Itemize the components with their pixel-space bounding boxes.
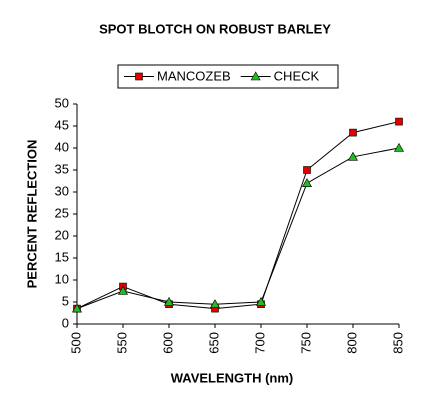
data-point <box>347 151 359 161</box>
y-tick-label: 20 <box>55 227 69 242</box>
x-tick-label: 850 <box>390 332 405 354</box>
y-tick-label: 45 <box>55 117 69 132</box>
series-line <box>76 147 400 310</box>
data-point <box>349 128 357 137</box>
y-tick-label: 50 <box>55 95 69 110</box>
data-point <box>393 142 405 152</box>
legend-label: MANCOZEB <box>157 68 231 83</box>
data-point <box>255 296 267 306</box>
data-point <box>303 166 311 174</box>
y-tick-label: 5 <box>62 293 69 308</box>
legend-marker <box>135 72 143 81</box>
data-point <box>209 299 221 309</box>
legend-marker <box>250 71 261 81</box>
data-point <box>71 303 83 313</box>
y-tick-label: 35 <box>55 161 69 176</box>
x-tick-label: 650 <box>206 332 221 354</box>
series-line <box>76 121 400 310</box>
y-tick-label: 15 <box>55 249 69 264</box>
y-tick-label: 40 <box>55 139 69 154</box>
legend-label: CHECK <box>274 68 320 83</box>
x-tick-label: 750 <box>298 332 313 354</box>
chart-title: SPOT BLOTCH ON ROBUST BARLEY <box>99 21 331 36</box>
y-tick-label: 0 <box>62 315 69 330</box>
x-tick-label: 500 <box>68 332 83 354</box>
y-axis-title: PERCENT REFLECTION <box>24 140 39 289</box>
data-point <box>395 117 403 126</box>
x-tick-label: 800 <box>344 332 359 354</box>
legend-box <box>117 64 339 89</box>
data-point <box>117 285 129 295</box>
x-tick-label: 700 <box>252 332 267 354</box>
y-tick-label: 30 <box>55 183 69 198</box>
data-point <box>163 296 175 306</box>
data-point <box>301 178 313 187</box>
y-tick-label: 25 <box>55 205 69 220</box>
x-tick-label: 550 <box>114 332 129 354</box>
y-tick-label: 10 <box>55 271 69 286</box>
x-tick-label: 600 <box>160 332 175 354</box>
x-axis-title: WAVELENGTH (nm) <box>171 370 294 385</box>
